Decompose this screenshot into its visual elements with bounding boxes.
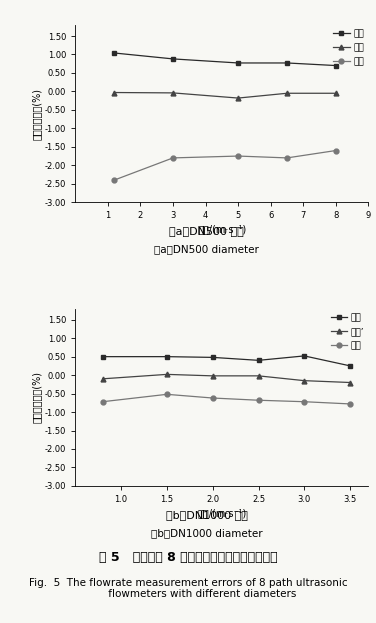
Text: （b）DN1000 diameter: （b）DN1000 diameter (151, 528, 262, 538)
相切 (236, 94, 240, 102)
凸出 (112, 49, 117, 57)
凹陷 (285, 154, 289, 161)
相切’ (211, 372, 215, 379)
凹陷 (165, 391, 169, 398)
X-axis label: 流速/(m·s⁻¹): 流速/(m·s⁻¹) (197, 224, 246, 234)
凹陷 (211, 394, 215, 402)
Line: 凸出: 凸出 (100, 353, 353, 368)
Legend: 凸出, 相切, 凹陷: 凸出, 相切, 凹陷 (332, 27, 366, 68)
凸出 (302, 352, 306, 359)
Y-axis label: 流量测量误差(%): 流量测量误差(%) (32, 88, 42, 140)
凹陷 (112, 176, 117, 184)
凸出 (285, 59, 289, 67)
凸出 (334, 62, 338, 69)
Text: （a）DN500 diameter: （a）DN500 diameter (155, 245, 259, 255)
Y-axis label: 流量测量误差(%): 流量测量误差(%) (32, 371, 42, 423)
凹陷 (236, 152, 240, 159)
凸出 (100, 353, 105, 360)
凹陷 (256, 396, 261, 404)
凹陷 (348, 400, 352, 407)
凹陷 (334, 147, 338, 155)
凸出 (171, 55, 175, 63)
凸出 (256, 356, 261, 364)
相切’ (100, 375, 105, 383)
相切 (112, 89, 117, 97)
凸出 (211, 354, 215, 361)
相切 (334, 90, 338, 97)
Text: Fig.  5  The flowrate measurement errors of 8 path ultrasonic
         flowmeter: Fig. 5 The flowrate measurement errors o… (29, 578, 347, 599)
相切’ (302, 377, 306, 384)
凹陷 (302, 398, 306, 406)
凸出 (236, 59, 240, 67)
Text: （b）DN1000 口径: （b）DN1000 口径 (166, 510, 248, 520)
Line: 凸出: 凸出 (112, 50, 338, 68)
Line: 相切’: 相切’ (100, 372, 353, 385)
Text: 图 5   不同口径 8 声道超声流量计流量测量误差: 图 5 不同口径 8 声道超声流量计流量测量误差 (99, 551, 277, 564)
Line: 凹陷: 凹陷 (100, 392, 353, 406)
相切’ (256, 372, 261, 379)
Line: 相切: 相切 (112, 90, 338, 100)
Line: 凹陷: 凹陷 (112, 148, 338, 183)
相切’ (165, 371, 169, 378)
凹陷 (171, 154, 175, 161)
凸出 (348, 362, 352, 369)
相切’ (348, 379, 352, 386)
凹陷 (100, 398, 105, 406)
X-axis label: 流速/(m·s⁻¹): 流速/(m·s⁻¹) (197, 508, 246, 518)
Legend: 凸出, 相切’, 凹陷: 凸出, 相切’, 凹陷 (329, 312, 366, 352)
Text: （a）DN500 口径: （a）DN500 口径 (170, 226, 244, 236)
相切 (285, 90, 289, 97)
凸出 (165, 353, 169, 360)
相切 (171, 89, 175, 97)
